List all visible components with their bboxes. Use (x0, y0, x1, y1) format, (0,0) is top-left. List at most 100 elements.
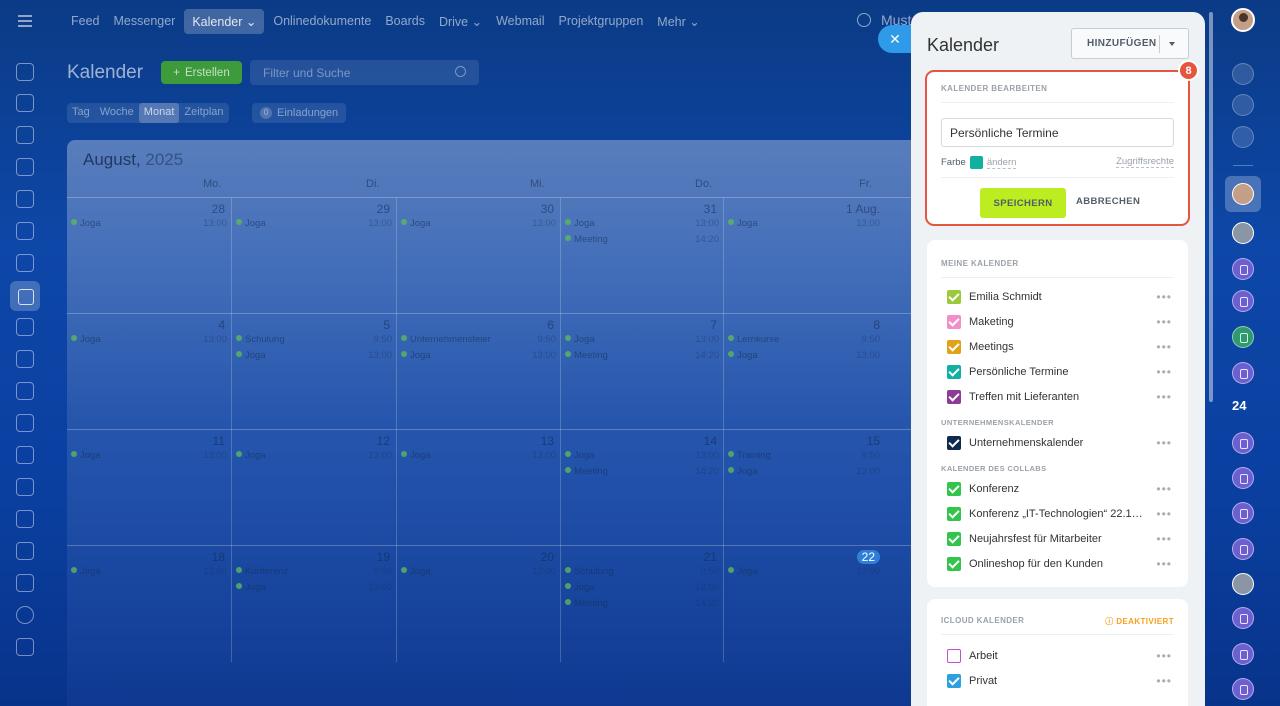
filter-search-input[interactable]: Filter und Suche (250, 60, 479, 85)
calendar-list-item[interactable]: Unternehmenskalender ••• (947, 433, 1172, 453)
day-cell[interactable]: 5 Schulung 9:50 Joga 13:00 (232, 314, 397, 430)
calendar-checkbox[interactable] (947, 436, 961, 450)
day-cell[interactable]: 22 Joga 13:00 (724, 546, 917, 662)
bell-icon[interactable] (1232, 63, 1254, 85)
bitrix24-icon[interactable]: 24 (1232, 398, 1247, 413)
calendar-checkbox[interactable] (947, 315, 961, 329)
calendar-event[interactable]: Joga 13:00 (71, 566, 227, 580)
calendar-list-item[interactable]: Konferenz ••• (947, 479, 1172, 499)
calendar-event[interactable]: Joga 13:00 (236, 582, 392, 596)
calendar-checkbox[interactable] (947, 340, 961, 354)
calendar-event[interactable]: Unternehmensfeier 9:50 (401, 334, 556, 348)
calendar-event[interactable]: Training 9:50 (728, 450, 880, 464)
calendar-list-item[interactable]: Onlineshop für den Kunden ••• (947, 554, 1172, 574)
calendar-list-item[interactable]: Maketing ••• (947, 312, 1172, 332)
more-options-icon[interactable]: ••• (1156, 557, 1172, 571)
nav-feed[interactable]: Feed (71, 14, 100, 28)
day-cell[interactable]: 30 Joga 13:00 (397, 198, 561, 314)
checklist-icon[interactable] (16, 318, 34, 336)
more-options-icon[interactable]: ••• (1156, 507, 1172, 521)
more-options-icon[interactable]: ••• (1156, 390, 1172, 404)
day-cell[interactable]: 7 Joga 13:00 Meeting 14:20 (561, 314, 724, 430)
settings-icon[interactable] (16, 638, 34, 656)
more-options-icon[interactable]: ••• (1156, 365, 1172, 379)
calendar-checkbox[interactable] (947, 557, 961, 571)
calendar-list-item[interactable]: Privat ••• (947, 671, 1172, 691)
analytics-icon[interactable] (16, 350, 34, 368)
more-options-icon[interactable]: ••• (1156, 340, 1172, 354)
copilot-chat-icon[interactable] (1232, 467, 1254, 489)
calendar-event[interactable]: Konferenz 9:50 (236, 566, 392, 580)
chat-icon[interactable] (1232, 678, 1254, 700)
store-icon[interactable] (16, 510, 34, 528)
calendar-checkbox[interactable] (947, 674, 961, 688)
help-icon[interactable] (16, 606, 34, 624)
add-button[interactable]: HINZUFÜGEN (1071, 28, 1189, 59)
calendar-event[interactable]: Joga 13:00 (728, 350, 880, 364)
calendar-event[interactable]: Joga 13:00 (401, 566, 556, 580)
day-cell[interactable]: 28 Joga 13:00 (67, 198, 232, 314)
calendar-event[interactable]: Joga 13:00 (565, 582, 719, 596)
calendar-event[interactable]: Joga 13:00 (565, 450, 719, 464)
save-button[interactable]: SPEICHERN (980, 188, 1066, 218)
invitations-button[interactable]: 0 Einladungen (252, 103, 347, 123)
tab-week[interactable]: Woche (99, 106, 134, 118)
chat-icon[interactable] (1232, 607, 1254, 629)
calendar-list-item[interactable]: Emilia Schmidt ••• (947, 287, 1172, 307)
calendar-list-item[interactable]: Arbeit ••• (947, 646, 1172, 666)
documents-icon[interactable] (16, 190, 34, 208)
cancel-button[interactable]: ABBRECHEN (1076, 196, 1141, 207)
calendar-list-item[interactable]: Treffen mit Lieferanten ••• (947, 387, 1172, 407)
day-cell[interactable]: 6 Unternehmensfeier 9:50 Joga 13:00 (397, 314, 561, 430)
nav-onlinedokumente[interactable]: Onlinedokumente (273, 14, 372, 28)
calendar-event[interactable]: Schulung 9:50 (565, 566, 719, 580)
calendar-event[interactable]: Meeting 14:20 (565, 350, 719, 364)
filter-icon[interactable] (16, 414, 34, 432)
global-search-input[interactable]: Must (881, 12, 912, 28)
calendar-event[interactable]: Joga 13:00 (565, 334, 719, 348)
chat-icon[interactable] (1232, 502, 1254, 524)
nav-webmail[interactable]: Webmail (496, 14, 545, 28)
chat-search-icon[interactable] (1232, 126, 1254, 148)
user-avatar[interactable] (1231, 8, 1255, 32)
more-options-icon[interactable]: ••• (1156, 674, 1172, 688)
calendar-event[interactable]: Joga 13:00 (236, 218, 392, 232)
more-options-icon[interactable]: ••• (1156, 436, 1172, 450)
calendar-checkbox[interactable] (947, 532, 961, 546)
nav-mehr[interactable]: Mehr ⌄ (652, 9, 704, 34)
day-cell[interactable]: 1 Aug. Joga 13:00 (724, 198, 917, 314)
calendar-list-item[interactable]: Neujahrsfest für Mitarbeiter ••• (947, 529, 1172, 549)
more-options-icon[interactable]: ••• (1156, 482, 1172, 496)
copilot-chat-icon[interactable] (1232, 432, 1254, 454)
chat-icon[interactable] (16, 542, 34, 560)
calendar-event[interactable]: Joga 13:00 (401, 218, 556, 232)
home-icon[interactable] (16, 63, 34, 81)
copilot-chat-icon[interactable] (1232, 643, 1254, 665)
calendar-event[interactable]: Joga 13:00 (401, 450, 556, 464)
chat-avatar[interactable] (1232, 573, 1254, 595)
calendar-event[interactable]: Lernkurse 9:50 (728, 334, 880, 348)
panel-scrollbar[interactable] (1209, 12, 1213, 402)
more-options-icon[interactable]: ••• (1156, 290, 1172, 304)
calendar-checkbox[interactable] (947, 290, 961, 304)
nav-drive[interactable]: Drive ⌄ (434, 9, 487, 34)
calendar-event[interactable]: Joga 13:00 (236, 350, 392, 364)
calendar-checkbox[interactable] (947, 507, 961, 521)
calendar-event[interactable]: Joga 13:00 (71, 334, 227, 348)
edit-icon[interactable] (16, 478, 34, 496)
menu-icon[interactable] (18, 15, 32, 27)
change-color-link[interactable]: ändern (986, 156, 1017, 169)
calendar-event[interactable]: Schulung 9:50 (236, 334, 392, 348)
chevron-down-icon[interactable] (1169, 41, 1175, 46)
calendar-checkbox[interactable] (947, 482, 961, 496)
tasks-icon[interactable] (16, 126, 34, 144)
tab-schedule[interactable]: Zeitplan (184, 106, 224, 118)
day-cell[interactable]: 21 Schulung 9:50 Joga 13:00 Meeting 14:20 (561, 546, 724, 662)
calendar-name-input[interactable]: Persönliche Termine (941, 118, 1174, 147)
copilot-chat-icon[interactable] (1232, 290, 1254, 312)
calendar-event[interactable]: Joga 13:00 (71, 450, 227, 464)
automation-icon[interactable] (16, 446, 34, 464)
calendar-event[interactable]: Meeting 14:20 (565, 466, 719, 480)
calendar-event[interactable]: Joga 13:00 (71, 218, 227, 232)
day-cell[interactable]: 14 Joga 13:00 Meeting 14:20 (561, 430, 724, 546)
